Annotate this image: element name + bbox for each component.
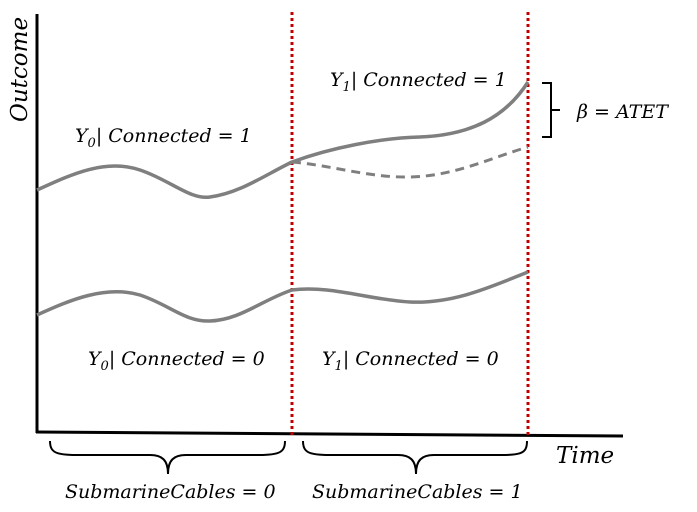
period-after-brace [302, 440, 528, 475]
unconnected-curve [36, 270, 529, 323]
beta-bracket [542, 82, 560, 138]
x-axis [35, 430, 624, 438]
label-y0-connected0: Y0| Connected = 0 [88, 348, 265, 374]
label-y0-connected1: Y0| Connected = 1 [75, 125, 252, 151]
label-y1-connected0: Y1| Connected = 0 [322, 348, 499, 374]
period-before-label: SubmarineCables = 0 [65, 481, 276, 503]
counterfactual-dashed-curve [291, 145, 529, 179]
beta-atet-label: β = ATET [576, 101, 669, 123]
connected-treated-curve [36, 81, 530, 199]
y-axis-label: Outcome [7, 17, 33, 122]
label-y1-connected1: Y1| Connected = 1 [330, 69, 507, 95]
x-axis-label: Time [556, 443, 614, 469]
period-before-brace [49, 440, 286, 475]
period-after-label: SubmarineCables = 1 [312, 481, 523, 503]
